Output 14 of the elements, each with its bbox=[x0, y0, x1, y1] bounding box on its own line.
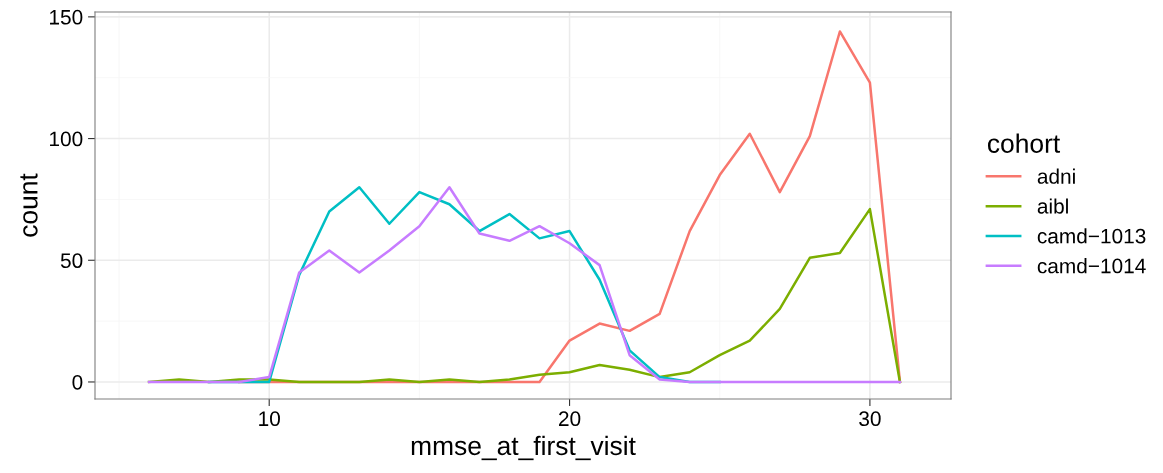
legend-title: cohort bbox=[987, 133, 1061, 153]
x-axis-title: mmse_at_first_visit bbox=[411, 435, 636, 461]
y-tick-label: 0 bbox=[72, 374, 83, 390]
legend-label: aibl bbox=[1037, 198, 1068, 214]
legend-label: camd−1014 bbox=[1037, 258, 1146, 274]
y-axis-title: count bbox=[20, 173, 38, 237]
legend-label: adni bbox=[1037, 168, 1075, 184]
x-tick-label: 10 bbox=[259, 411, 280, 427]
x-tick-label: 20 bbox=[559, 411, 581, 427]
y-tick-label: 100 bbox=[50, 131, 83, 147]
y-tick-label: 50 bbox=[60, 253, 83, 269]
legend-label: camd−1013 bbox=[1037, 228, 1146, 244]
x-tick-label: 30 bbox=[859, 411, 881, 427]
y-tick-label: 150 bbox=[50, 9, 83, 25]
